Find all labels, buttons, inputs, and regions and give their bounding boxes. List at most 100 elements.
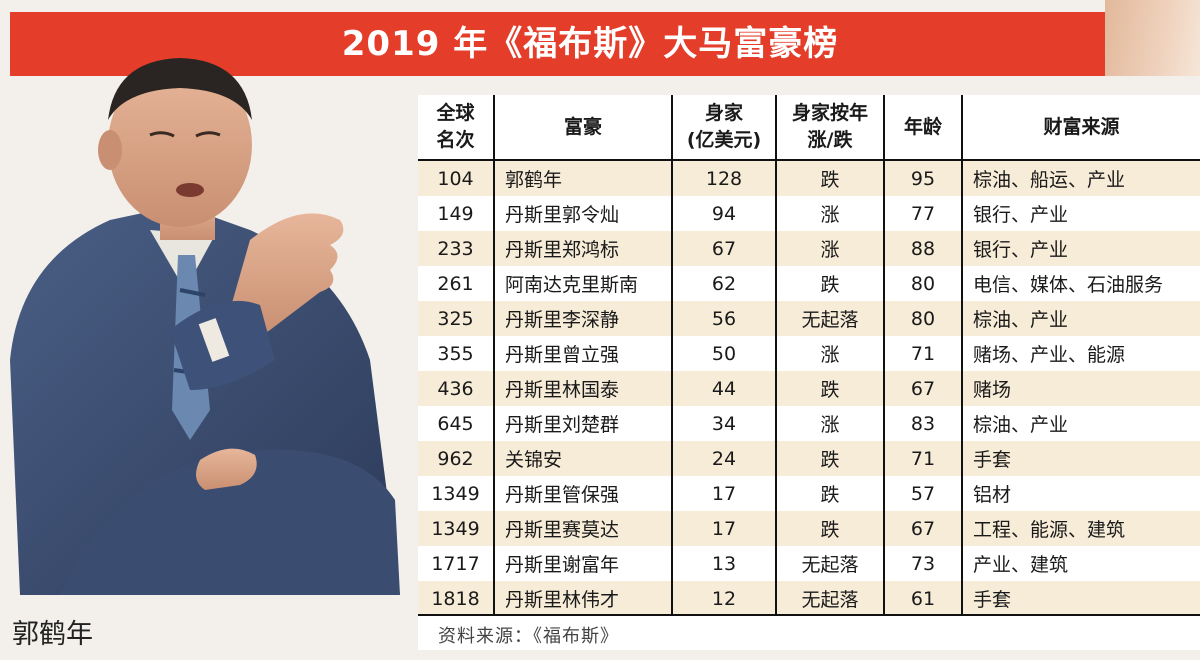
table-row: 233 丹斯里郑鸿标 67 涨 88 银行、产业 [418,231,1200,266]
table-row: 1349 丹斯里赛莫达 17 跌 67 工程、能源、建筑 [418,511,1200,546]
table-bottom-rule [418,614,1200,616]
table-row: 645 丹斯里刘楚群 34 涨 83 棕油、产业 [418,406,1200,441]
table-row: 325 丹斯里李深静 56 无起落 80 棕油、产业 [418,301,1200,336]
cell-worth: 13 [671,546,776,581]
table-row: 436 丹斯里林国泰 44 跌 67 赌场 [418,371,1200,406]
cell-worth: 94 [671,196,776,231]
cell-rank: 1349 [418,476,494,511]
cell-name: 郭鹤年 [493,160,672,196]
cell-worth: 34 [671,406,776,441]
cell-name: 关锦安 [493,441,672,476]
cell-age: 80 [883,301,962,336]
cell-rank: 1717 [418,546,494,581]
cell-rank: 1349 [418,511,494,546]
cell-worth: 24 [671,441,776,476]
cell-source: 棕油、船运、产业 [961,160,1200,196]
cell-worth: 67 [671,231,776,266]
cell-name: 丹斯里谢富年 [493,546,672,581]
cell-source: 棕油、产业 [961,301,1200,336]
cell-change: 无起落 [775,581,884,616]
cell-name: 丹斯里林国泰 [493,371,672,406]
table-row: 1717 丹斯里谢富年 13 无起落 73 产业、建筑 [418,546,1200,581]
cell-worth: 17 [671,476,776,511]
cell-change: 无起落 [775,301,884,336]
cell-age: 95 [883,160,962,196]
cell-worth: 62 [671,266,776,301]
table-header-row: 全球 名次 富豪 身家 (亿美元) 身家按年 涨/跌 年龄 财富来源 [418,95,1200,161]
cell-source: 赌场 [961,371,1200,406]
source-note: 资料来源：《福布斯》 [438,626,619,647]
header-change: 身家按年 涨/跌 [775,95,884,161]
cell-source: 手套 [961,441,1200,476]
cell-change: 跌 [775,160,884,196]
photo-caption: 郭鹤年 [12,619,93,650]
table-row: 149 丹斯里郭令灿 94 涨 77 银行、产业 [418,196,1200,231]
cell-change: 涨 [775,196,884,231]
table-row: 1818 丹斯里林伟才 12 无起落 61 手套 [418,581,1200,616]
cell-age: 61 [883,581,962,616]
cell-rank: 149 [418,196,494,231]
cell-rank: 261 [418,266,494,301]
cell-name: 丹斯里郑鸿标 [493,231,672,266]
table-row: 962 关锦安 24 跌 71 手套 [418,441,1200,476]
table-row: 1349 丹斯里管保强 17 跌 57 铝材 [418,476,1200,511]
header-worth: 身家 (亿美元) [671,95,776,161]
cell-change: 涨 [775,336,884,371]
header-rank: 全球 名次 [418,95,494,161]
header-age: 年龄 [883,95,962,161]
table-row: 261 阿南达克里斯南 62 跌 80 电信、媒体、石油服务 [418,266,1200,301]
banner-edge-decoration [1105,0,1200,76]
cell-age: 71 [883,336,962,371]
cell-rank: 1818 [418,581,494,616]
cell-change: 跌 [775,266,884,301]
cell-rank: 325 [418,301,494,336]
cell-age: 73 [883,546,962,581]
header-source: 财富来源 [961,95,1200,161]
table-row: 104 郭鹤年 128 跌 95 棕油、船运、产业 [418,160,1200,196]
header-name: 富豪 [493,95,672,161]
cell-rank: 436 [418,371,494,406]
cell-rank: 355 [418,336,494,371]
cell-source: 电信、媒体、石油服务 [961,266,1200,301]
cell-name: 丹斯里李深静 [493,301,672,336]
cell-change: 跌 [775,511,884,546]
portrait-photo [0,30,410,595]
cell-age: 80 [883,266,962,301]
cell-change: 涨 [775,406,884,441]
page-title: 2019 年《福布斯》大马富豪榜 [341,24,839,64]
cell-worth: 12 [671,581,776,616]
cell-rank: 962 [418,441,494,476]
cell-name: 丹斯里林伟才 [493,581,672,616]
cell-age: 57 [883,476,962,511]
cell-worth: 17 [671,511,776,546]
cell-change: 跌 [775,476,884,511]
cell-worth: 50 [671,336,776,371]
cell-source: 手套 [961,581,1200,616]
cell-change: 无起落 [775,546,884,581]
cell-change: 跌 [775,441,884,476]
cell-change: 跌 [775,371,884,406]
cell-name: 丹斯里曾立强 [493,336,672,371]
cell-source: 银行、产业 [961,231,1200,266]
cell-source: 银行、产业 [961,196,1200,231]
cell-change: 涨 [775,231,884,266]
cell-name: 丹斯里刘楚群 [493,406,672,441]
cell-age: 77 [883,196,962,231]
cell-source: 铝材 [961,476,1200,511]
cell-worth: 56 [671,301,776,336]
cell-rank: 104 [418,160,494,196]
cell-worth: 44 [671,371,776,406]
cell-age: 67 [883,511,962,546]
cell-source: 赌场、产业、能源 [961,336,1200,371]
cell-age: 83 [883,406,962,441]
cell-source: 产业、建筑 [961,546,1200,581]
cell-source: 棕油、产业 [961,406,1200,441]
cell-age: 71 [883,441,962,476]
cell-age: 67 [883,371,962,406]
cell-worth: 128 [671,160,776,196]
cell-age: 88 [883,231,962,266]
cell-rank: 645 [418,406,494,441]
cell-name: 阿南达克里斯南 [493,266,672,301]
cell-name: 丹斯里赛莫达 [493,511,672,546]
cell-name: 丹斯里管保强 [493,476,672,511]
